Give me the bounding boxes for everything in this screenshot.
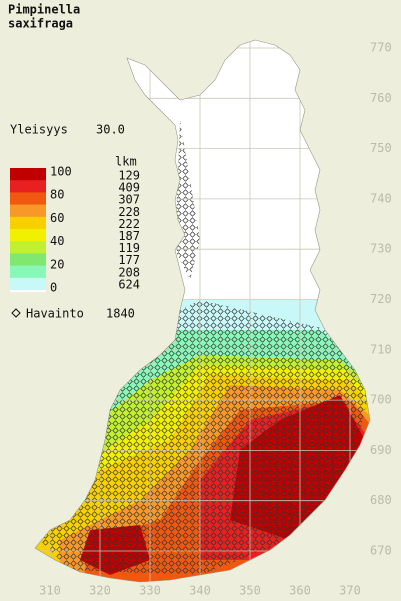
axes: 770 760 750 740 730 720 710 700 690 680 670 310 320 3… <box>39 41 392 598</box>
legend-swatch <box>10 253 46 266</box>
legend-swatch <box>10 265 46 279</box>
legend-swatch <box>10 168 46 181</box>
legend-count: 177 <box>118 253 140 267</box>
legend-count: 307 <box>118 193 140 207</box>
frequency-value: 30.0 <box>96 123 125 137</box>
legend-count: 409 <box>118 181 140 195</box>
legend: 100 80 60 40 20 0 1294093072282221871191772086… <box>10 165 140 295</box>
legend-swatch <box>10 229 46 242</box>
count-header: lkm <box>115 155 137 169</box>
species-title: Pimpinella <box>8 3 80 17</box>
legend-scale-label: 100 <box>50 165 72 179</box>
country-outline <box>34 39 371 583</box>
x-axis-label: 360 <box>289 584 311 598</box>
legend-swatch <box>10 216 46 230</box>
legend-swatch <box>10 241 46 254</box>
observation-symbol <box>11 308 21 318</box>
x-axis-label: 340 <box>189 584 211 598</box>
legend-swatch <box>10 290 46 292</box>
legend-swatch <box>10 204 46 218</box>
legend-swatch <box>10 277 46 291</box>
legend-count: 222 <box>118 217 140 231</box>
legend-count: 228 <box>118 205 140 219</box>
y-axis-label: 750 <box>370 141 392 155</box>
species-title: saxifraga <box>8 17 73 31</box>
y-axis-label: 740 <box>370 191 392 205</box>
y-axis-label: 770 <box>370 41 392 55</box>
x-axis-label: 320 <box>89 584 111 598</box>
y-axis-label: 690 <box>370 443 392 457</box>
legend-swatch <box>10 192 46 205</box>
observation-label: Havainto <box>26 307 84 321</box>
legend-swatch <box>10 180 46 193</box>
y-axis-label: 700 <box>370 393 392 407</box>
legend-scale-label: 60 <box>50 211 64 225</box>
observation-count: 1840 <box>106 307 135 321</box>
legend-scale-label: 20 <box>50 257 64 271</box>
y-axis-label: 720 <box>370 292 392 306</box>
y-axis-label: 730 <box>370 242 392 256</box>
legend-count: 129 <box>118 169 140 183</box>
y-axis-label: 710 <box>370 342 392 356</box>
y-axis-label: 670 <box>370 544 392 558</box>
x-axis-label: 330 <box>139 584 161 598</box>
x-axis-label: 310 <box>39 584 61 598</box>
legend-count: 624 <box>118 277 140 291</box>
x-axis-label: 350 <box>239 584 261 598</box>
legend-scale-label: 80 <box>50 188 64 202</box>
y-axis-label: 680 <box>370 493 392 507</box>
legend-scale-label: 40 <box>50 234 64 248</box>
legend-count: 187 <box>118 229 140 243</box>
legend-scale-label: 0 <box>50 281 57 295</box>
x-axis-label: 370 <box>339 584 361 598</box>
legend-count: 208 <box>118 265 140 279</box>
legend-count: 119 <box>118 241 140 255</box>
y-axis-label: 760 <box>370 91 392 105</box>
frequency-label: Yleisyys <box>10 123 68 137</box>
